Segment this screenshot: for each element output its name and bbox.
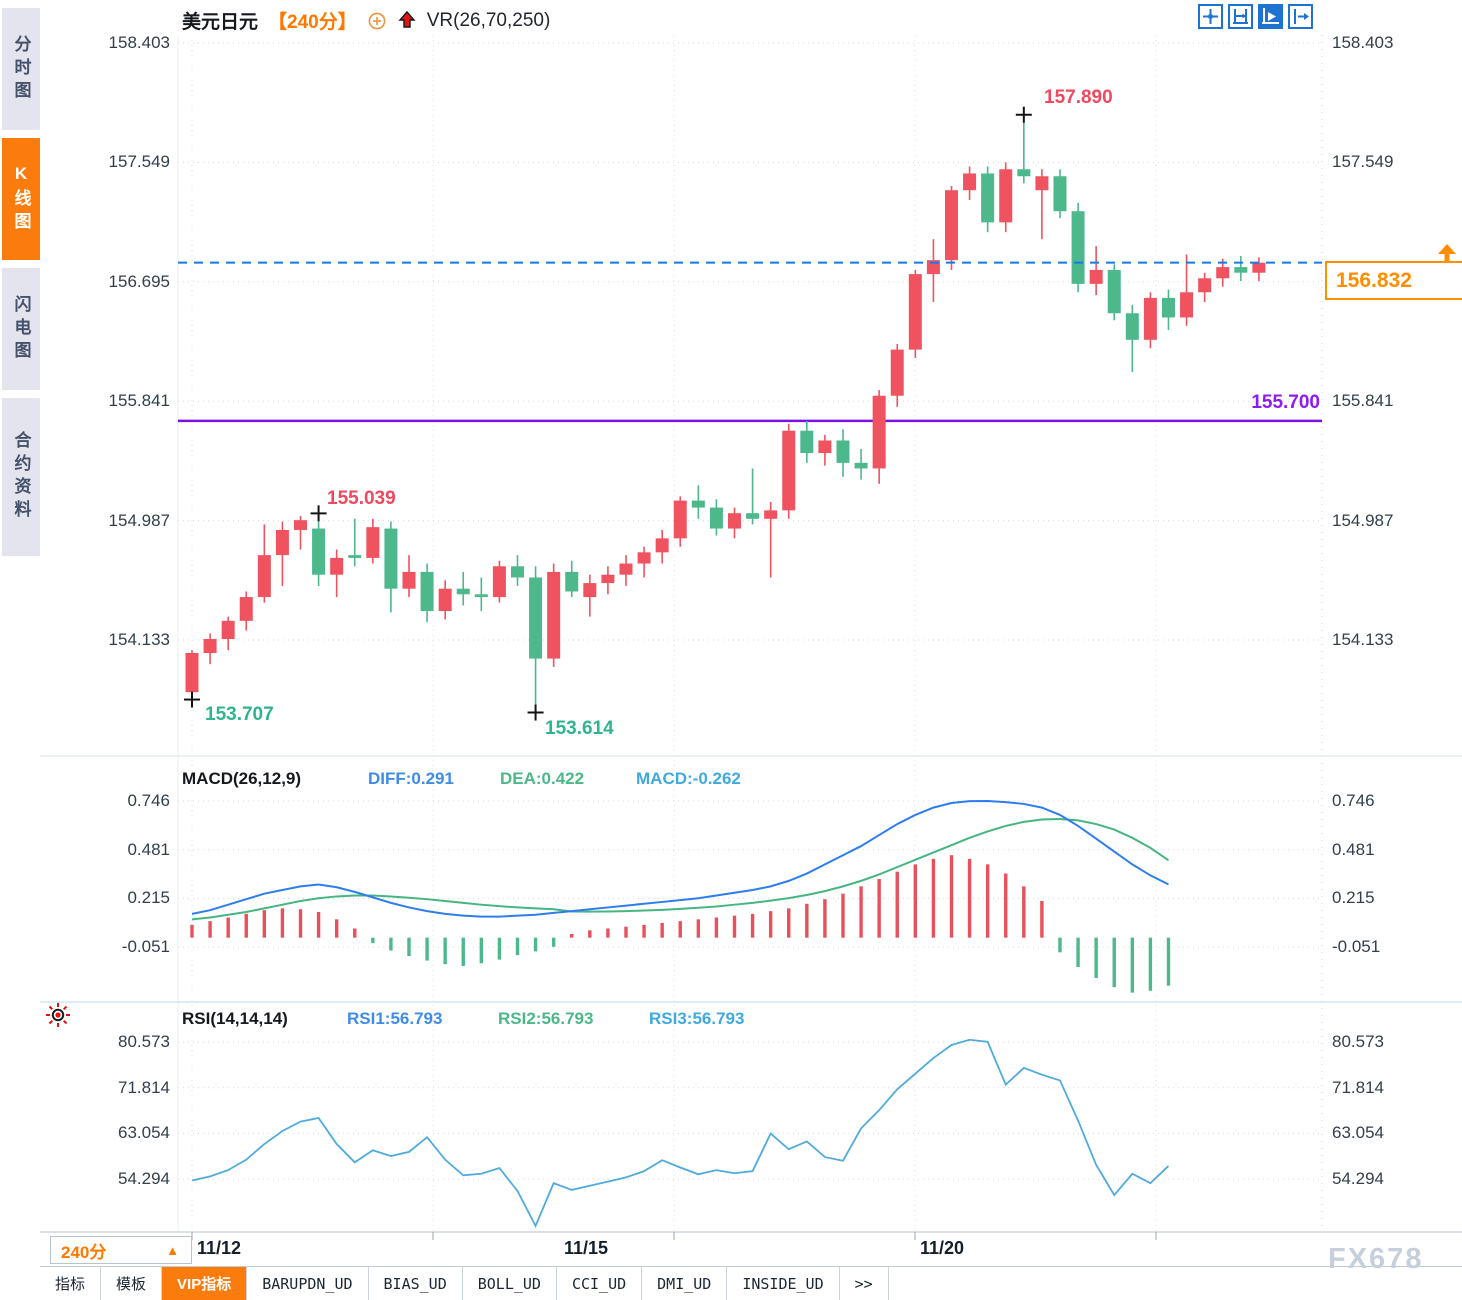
sidebar-tab-label: 分时图 [11, 34, 31, 104]
period-label: 【240分】 [268, 12, 357, 33]
bottom-tab-模板[interactable]: 模板 [101, 1267, 163, 1300]
annotation-high: 157.890 [1044, 87, 1113, 108]
move-icon[interactable] [1198, 4, 1223, 29]
price-axis-label: 155.841 [108, 391, 170, 411]
bottom-tab-DMI-UD[interactable]: DMI_UD [642, 1267, 728, 1300]
macd-title: MACD(26,12,9) [182, 769, 302, 788]
sidebar-tab-lightning[interactable]: 闪电图 [2, 268, 40, 390]
price-axis-label: 156.695 [108, 271, 170, 291]
price-axis-label: 158.403 [108, 33, 170, 52]
rsi-axis-label: 71.814 [1332, 1077, 1384, 1097]
macd-axis-label: 0.481 [1332, 839, 1375, 859]
axis-play-icon[interactable] [1258, 4, 1283, 29]
alarm-sun-icon[interactable] [44, 1001, 72, 1029]
bottom-tab-BOLL-UD[interactable]: BOLL_UD [463, 1267, 557, 1300]
macd-diff-value: DIFF:0.291 [368, 769, 454, 788]
price-marker-arrow-icon [1438, 244, 1456, 262]
rsi1-value: RSI1:56.793 [347, 1009, 443, 1028]
sidebar-tab-label: 闪电图 [11, 294, 31, 364]
macd-value: MACD:-0.262 [636, 769, 741, 788]
price-axis-label: 154.987 [1332, 510, 1394, 530]
date-label: 11/20 [920, 1238, 965, 1258]
rsi-axis-label: 63.054 [1332, 1123, 1384, 1143]
axis-scale-icon[interactable] [1228, 4, 1253, 29]
bottom-tab--[interactable]: >> [840, 1267, 889, 1300]
watermark: FX678 [1328, 1243, 1424, 1275]
bottom-tab-指标[interactable]: 指标 [40, 1267, 102, 1300]
rsi-axis-label: 80.573 [118, 1032, 170, 1051]
macd-axis-label: 0.746 [127, 791, 170, 810]
price-axis-label: 157.549 [108, 152, 170, 172]
macd-dea-value: DEA:0.422 [500, 769, 585, 788]
indicator-tab-bar: 指标 模板 VIP指标 BARUPDN_UD BIAS_UD BOLL_UD CCI_UD D… [40, 1266, 1462, 1300]
period-selector[interactable]: 240分 ▲ [50, 1236, 192, 1264]
macd-axis-label: 0.215 [1332, 888, 1375, 908]
rsi-title: RSI(14,14,14) [182, 1009, 288, 1028]
zoom-plus-icon[interactable] [367, 11, 387, 31]
sidebar-tab-label: K线图 [11, 163, 31, 235]
macd-axis-label: -0.051 [1332, 937, 1381, 957]
sidebar-tab-contract-info[interactable]: 合约资料 [2, 398, 40, 556]
sidebar-tab-kline[interactable]: K线图 [2, 138, 40, 260]
bottom-tab-BIAS-UD[interactable]: BIAS_UD [369, 1267, 463, 1300]
bottom-tab-CCI-UD[interactable]: CCI_UD [557, 1267, 643, 1300]
rsi3-value: RSI3:56.793 [649, 1009, 745, 1028]
rsi2-value: RSI2:56.793 [498, 1009, 594, 1028]
rsi-axis-label: 71.814 [118, 1077, 170, 1097]
price-axis-label: 158.403 [1332, 33, 1394, 52]
price-axis-label: 154.133 [108, 630, 170, 649]
vr-indicator-label: VR(26,70,250) [426, 9, 551, 31]
up-arrow-icon [398, 10, 416, 28]
bottom-tab-INSIDE-UD[interactable]: INSIDE_UD [727, 1267, 840, 1300]
annotation-low-mid: 153.614 [545, 718, 614, 739]
symbol-name: 美元日元 [182, 12, 259, 33]
sidebar-tab-label: 合约资料 [11, 431, 31, 523]
chart-title-bar: 美元日元 【240分】 VR(26,70,250) [182, 7, 550, 34]
chart-toolbar [1198, 4, 1313, 29]
support-line-label: 155.700 [1251, 392, 1320, 413]
last-price-tag: 156.832 [1325, 261, 1462, 300]
rsi-axis-label: 54.294 [118, 1169, 170, 1189]
price-axis-label: 154.133 [1332, 630, 1394, 649]
macd-axis-label: 0.481 [127, 839, 170, 859]
date-label: 11/12 [197, 1238, 242, 1258]
chevron-up-icon: ▲ [166, 1242, 179, 1258]
macd-axis-label: 0.215 [127, 888, 170, 908]
price-axis-label: 155.841 [1332, 391, 1394, 411]
bottom-tab-VIP指标[interactable]: VIP指标 [162, 1267, 248, 1300]
bottom-tab-BARUPDN-UD[interactable]: BARUPDN_UD [247, 1267, 369, 1300]
macd-axis-label: 0.746 [1332, 791, 1375, 810]
annotation-swing-high: 155.039 [327, 488, 396, 509]
annotation-low-left: 153.707 [205, 704, 274, 725]
price-axis-label: 154.987 [108, 510, 170, 530]
export-icon[interactable] [1288, 4, 1313, 29]
price-axis-label: 157.549 [1332, 152, 1394, 172]
rsi-axis-label: 80.573 [1332, 1032, 1384, 1051]
date-label: 11/15 [564, 1238, 609, 1258]
rsi-axis-label: 63.054 [118, 1123, 170, 1143]
period-selector-label: 240分 [61, 1242, 107, 1262]
sidebar-tab-timeshare[interactable]: 分时图 [2, 8, 40, 130]
macd-axis-label: -0.051 [121, 937, 170, 957]
rsi-axis-label: 54.294 [1332, 1169, 1384, 1189]
